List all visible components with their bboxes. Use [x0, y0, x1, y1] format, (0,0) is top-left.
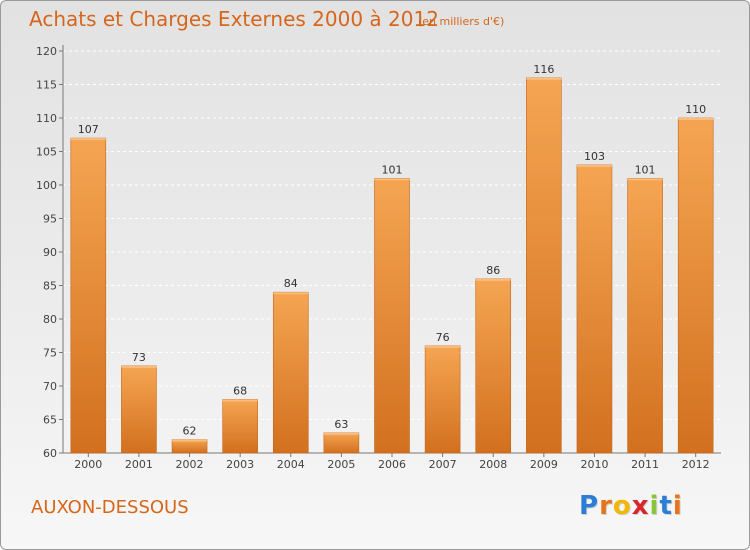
data-label: 86	[486, 264, 500, 277]
bar-highlight	[526, 77, 562, 80]
data-label: 116	[533, 63, 554, 76]
chart-title: Achats et Charges Externes 2000 à 2012	[29, 7, 439, 31]
y-tick-label: 105	[36, 146, 57, 159]
bar	[222, 399, 258, 454]
logo-letter: P	[579, 491, 600, 521]
y-tick-label: 75	[43, 347, 57, 360]
bar	[475, 278, 512, 454]
y-tick-label: 95	[43, 213, 57, 226]
bar-highlight	[576, 164, 612, 167]
y-tick-label: 110	[36, 112, 57, 125]
data-label: 63	[334, 418, 348, 431]
logo-letter: x	[631, 491, 650, 521]
logo-letter: i	[649, 491, 660, 521]
bar-highlight	[475, 278, 511, 281]
logo-letter: t	[659, 491, 673, 521]
y-tick-label: 90	[43, 246, 57, 259]
data-label: 101	[635, 163, 656, 176]
bar	[424, 345, 461, 454]
x-tick-label: 2001	[125, 458, 153, 471]
x-tick-label: 2010	[580, 458, 608, 471]
proxiti-logo: Proxiti	[579, 491, 683, 521]
bar-highlight	[627, 178, 663, 181]
y-tick-label: 115	[36, 79, 57, 92]
logo-letter: r	[599, 491, 613, 521]
bar	[121, 365, 157, 454]
logo-letter: i	[672, 491, 683, 521]
logo-letter: o	[612, 491, 632, 521]
data-label: 110	[685, 103, 706, 116]
bar	[70, 137, 107, 454]
data-labels: 107 73 62 68 84 63 101 76 86 116 103 101 110	[78, 63, 706, 438]
x-tick-label: 2009	[530, 458, 558, 471]
y-tick-label: 60	[43, 447, 57, 460]
commune-name: AUXON-DESSOUS	[31, 497, 189, 518]
data-label: 68	[233, 384, 247, 397]
bar	[323, 432, 360, 454]
x-tick-label: 2006	[378, 458, 406, 471]
x-tick-label: 2011	[631, 458, 659, 471]
y-tick-label: 120	[36, 45, 57, 58]
y-tick-label: 70	[43, 380, 57, 393]
bar-highlight	[172, 439, 208, 442]
x-tick-label: 2000	[74, 458, 102, 471]
bar	[526, 77, 562, 454]
x-tick-label: 2005	[327, 458, 355, 471]
bar-highlight	[222, 399, 258, 402]
y-tick-label: 100	[36, 179, 57, 192]
bars	[70, 77, 714, 454]
data-label: 107	[78, 123, 99, 136]
bar-highlight	[374, 178, 410, 181]
bar-highlight	[273, 292, 309, 295]
bar	[171, 439, 208, 454]
data-label: 84	[284, 277, 298, 290]
chart-units: (en milliers d'€)	[418, 15, 505, 28]
bar-highlight	[678, 118, 714, 120]
bar	[374, 178, 410, 454]
data-label: 103	[584, 150, 605, 163]
y-tick-label: 65	[43, 414, 57, 427]
x-tick-label: 2003	[226, 458, 254, 471]
x-tick-label: 2007	[429, 458, 457, 471]
data-label: 62	[183, 425, 197, 438]
x-tick-label: 2008	[479, 458, 507, 471]
x-tick-label: 2012	[682, 458, 710, 471]
bar-highlight	[121, 365, 157, 368]
x-tick-label: 2004	[277, 458, 305, 471]
bar-highlight	[425, 345, 461, 348]
data-label: 73	[132, 351, 146, 364]
x-tick-label: 2002	[176, 458, 204, 471]
y-tick-label: 85	[43, 280, 57, 293]
y-tick-label: 80	[43, 313, 57, 326]
bar	[272, 291, 309, 454]
bar	[627, 178, 663, 454]
bar-highlight	[323, 432, 359, 435]
data-label: 76	[436, 331, 450, 344]
bar	[677, 117, 714, 454]
bar-highlight	[70, 138, 106, 141]
data-label: 101	[382, 163, 403, 176]
bar	[576, 164, 613, 454]
